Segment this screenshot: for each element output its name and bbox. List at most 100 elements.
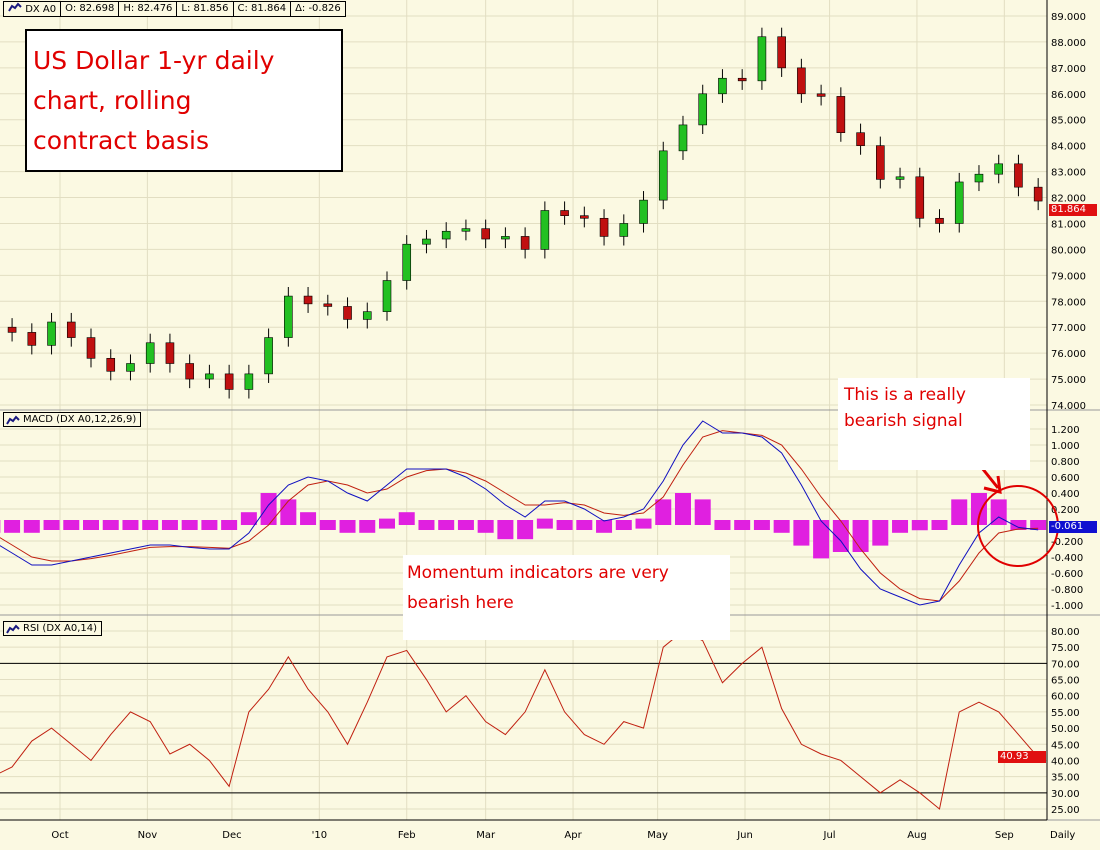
macd-histogram-bar — [63, 520, 80, 530]
y-tick-label: 82.000 — [1051, 194, 1086, 205]
candle — [224, 373, 234, 390]
symbol-label: DX A0 — [4, 2, 62, 16]
candle — [876, 145, 885, 180]
candle — [540, 210, 550, 250]
macd-histogram-bar — [832, 520, 849, 552]
candle — [106, 358, 116, 372]
candle — [935, 217, 944, 224]
candle — [994, 163, 1004, 175]
candle — [836, 96, 846, 134]
macd-histogram-bar — [813, 520, 830, 559]
macd-histogram-bar — [753, 520, 770, 530]
y-tick-label: 84.000 — [1051, 142, 1086, 153]
macd-histogram-bar — [911, 520, 928, 531]
macd-histogram-bar — [23, 520, 40, 533]
macd-histogram-bar — [339, 520, 356, 533]
macd-histogram-bar — [122, 520, 139, 530]
macd-histogram-bar — [201, 520, 218, 530]
candle — [185, 363, 194, 380]
macd-histogram-bar — [142, 520, 159, 530]
price-last-badge: 81.864 — [1049, 204, 1097, 216]
candle — [402, 243, 412, 281]
x-tick-label: Jun — [736, 830, 753, 841]
candle — [382, 280, 392, 312]
candle — [1033, 186, 1043, 202]
y-tick-label: 1.000 — [1051, 441, 1080, 452]
macd-histogram-bar — [43, 520, 60, 530]
y-tick-label: 75.00 — [1051, 643, 1080, 654]
rsi-legend: RSI (DX A0,14) — [3, 621, 103, 636]
y-tick-label: 70.00 — [1051, 659, 1080, 670]
y-tick-label: 81.000 — [1051, 219, 1086, 230]
y-tick-label: 88.000 — [1051, 38, 1086, 49]
candle — [27, 332, 37, 346]
y-tick-label: 78.000 — [1051, 297, 1086, 308]
y-tick-label: 0.600 — [1051, 473, 1080, 484]
candle — [954, 181, 964, 224]
period-label: Daily — [1050, 830, 1075, 841]
macd-legend: MACD (DX A0,12,26,9) — [3, 412, 142, 427]
macd-histogram-bar — [260, 493, 277, 525]
candle — [560, 210, 569, 216]
x-tick-label: Jul — [823, 830, 836, 841]
candle — [1014, 163, 1023, 188]
candle — [441, 230, 451, 240]
y-tick-label: 0.200 — [1051, 505, 1080, 516]
macd-histogram-bar — [181, 520, 198, 530]
candle — [797, 67, 806, 95]
title-annotation: US Dollar 1-yr daily chart, rolling contra… — [25, 29, 343, 172]
candle — [580, 215, 589, 219]
candle — [303, 295, 313, 305]
macd-histogram-bar — [970, 493, 987, 525]
candle — [7, 326, 17, 333]
macd-histogram-bar — [517, 520, 534, 540]
candle — [757, 36, 767, 82]
macd-histogram-bar — [359, 520, 376, 533]
macd-histogram-bar — [635, 518, 652, 529]
y-tick-label: 80.00 — [1051, 627, 1080, 638]
macd-histogram-bar — [536, 518, 553, 529]
candle — [777, 36, 786, 69]
candle — [639, 199, 648, 224]
y-tick-label: 1.200 — [1051, 425, 1080, 436]
y-tick-label: 45.00 — [1051, 740, 1080, 751]
macd-histogram-bar — [892, 520, 909, 533]
candle — [915, 176, 925, 219]
y-tick-label: -1.000 — [1051, 601, 1083, 612]
low-value: L: 81.856 — [177, 2, 234, 16]
candle — [698, 93, 708, 126]
macd-histogram-bar — [300, 512, 317, 525]
y-tick-label: 35.00 — [1051, 773, 1080, 784]
close-value: C: 81.864 — [234, 2, 292, 16]
macd-histogram-bar — [576, 520, 593, 530]
x-tick-label: Feb — [398, 830, 416, 841]
macd-histogram-bar — [734, 520, 751, 530]
macd-histogram-bar — [4, 520, 21, 533]
candle — [244, 373, 254, 390]
x-tick-label: Aug — [907, 830, 927, 841]
x-tick-label: Sep — [995, 830, 1014, 841]
macd-histogram-bar — [378, 518, 395, 529]
bearish-signal-annotation: This is a really bearish signal — [838, 378, 1030, 470]
arrow-head-icon — [983, 475, 1002, 494]
macd-histogram-bar — [280, 499, 297, 525]
macd-histogram-bar — [418, 520, 435, 530]
y-tick-label: 89.000 — [1051, 12, 1086, 23]
x-tick-label: Apr — [564, 830, 582, 841]
candle — [895, 176, 905, 180]
macd-histogram-bar — [1030, 520, 1047, 530]
macd-histogram-bar — [694, 499, 711, 525]
x-tick-label: Oct — [51, 830, 68, 841]
candle — [362, 311, 372, 320]
candle — [599, 217, 609, 237]
x-tick-label: May — [647, 830, 668, 841]
y-tick-label: -0.600 — [1051, 569, 1083, 580]
y-tick-label: 0.800 — [1051, 457, 1080, 468]
momentum-annotation: Momentum indicators are very bearish her… — [403, 555, 730, 640]
y-tick-label: -0.800 — [1051, 585, 1083, 596]
candle — [501, 236, 510, 240]
macd-histogram-bar — [102, 520, 119, 530]
candle — [816, 93, 826, 97]
macd-histogram-bar — [773, 520, 790, 533]
y-tick-label: 40.00 — [1051, 756, 1080, 767]
